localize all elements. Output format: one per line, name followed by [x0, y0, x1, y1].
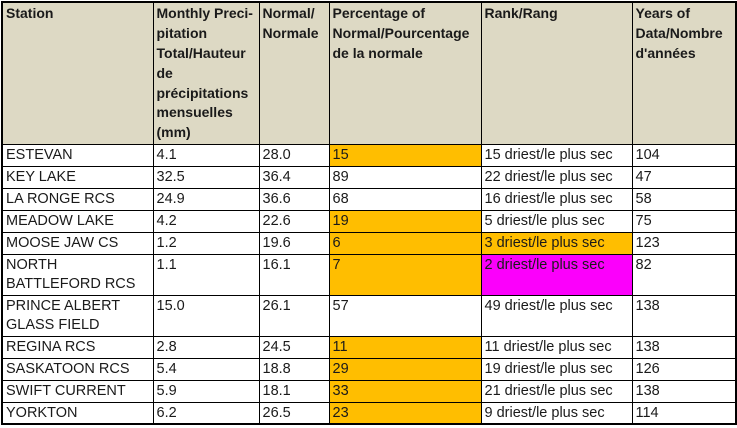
rank-cell: 2 driest/le plus sec [480, 254, 633, 296]
years-cell: 138 [631, 379, 737, 403]
station-cell: PRINCE ALBERT GLASS FIELD [1, 294, 154, 337]
station-cell: ESTEVAN [1, 144, 154, 168]
rank-cell: 3 driest/le plus sec [480, 232, 633, 256]
normal-cell: 36.4 [258, 166, 330, 190]
percent-cell: 19 [328, 210, 482, 234]
percent-cell: 7 [328, 254, 482, 296]
normal-cell: 18.1 [258, 379, 330, 403]
rank-cell: 19 driest/le plus sec [480, 357, 633, 381]
header-normal: Normal/ Normale [258, 1, 330, 146]
monthly-precip-cell: 6.2 [152, 401, 260, 425]
percent-cell: 29 [328, 357, 482, 381]
rank-cell: 21 driest/le plus sec [480, 379, 633, 403]
rank-cell: 16 driest/le plus sec [480, 188, 633, 212]
monthly-precip-cell: 24.9 [152, 188, 260, 212]
normal-cell: 22.6 [258, 210, 330, 234]
table-row: SASKATOON RCS 5.4 18.8 29 19 driest/le plus … [1, 357, 737, 381]
header-years-of-data: Years of Data/Nombre d'années [631, 1, 737, 146]
normal-cell: 18.8 [258, 357, 330, 381]
percent-cell: 68 [328, 188, 482, 212]
rank-cell: 11 driest/le plus sec [480, 335, 633, 359]
monthly-precip-cell: 5.9 [152, 379, 260, 403]
station-cell: SWIFT CURRENT [1, 379, 154, 403]
monthly-precip-cell: 4.2 [152, 210, 260, 234]
station-cell: NORTH BATTLEFORD RCS [1, 254, 154, 296]
station-cell: MOOSE JAW CS [1, 232, 154, 256]
monthly-precip-cell: 32.5 [152, 166, 260, 190]
normal-cell: 26.5 [258, 401, 330, 425]
normal-cell: 19.6 [258, 232, 330, 256]
years-cell: 126 [631, 357, 737, 381]
table-body: ESTEVAN 4.1 28.0 15 15 driest/le plus sec 104… [1, 144, 737, 425]
years-cell: 123 [631, 232, 737, 256]
percent-cell: 89 [328, 166, 482, 190]
table-row: PRINCE ALBERT GLASS FIELD 15.0 26.1 57 49 dr… [1, 294, 737, 337]
header-row: Station Monthly Preci- pitation Total/Ha… [1, 1, 737, 146]
station-cell: SASKATOON RCS [1, 357, 154, 381]
years-cell: 138 [631, 335, 737, 359]
header-percent-of-normal: Percentage of Normal/Pourcentage de la n… [328, 1, 482, 146]
station-cell: MEADOW LAKE [1, 210, 154, 234]
table-row: YORKTON 6.2 26.5 23 9 driest/le plus sec 114 [1, 401, 737, 425]
table-header: Station Monthly Preci- pitation Total/Ha… [1, 1, 737, 146]
table-row: SWIFT CURRENT 5.9 18.1 33 21 driest/le plus … [1, 379, 737, 403]
monthly-precip-cell: 4.1 [152, 144, 260, 168]
table-row: LA RONGE RCS 24.9 36.6 68 16 driest/le plus … [1, 188, 737, 212]
table-row: MOOSE JAW CS 1.2 19.6 6 3 driest/le plus sec… [1, 232, 737, 256]
percent-cell: 15 [328, 144, 482, 168]
station-cell: REGINA RCS [1, 335, 154, 359]
years-cell: 58 [631, 188, 737, 212]
table-row: MEADOW LAKE 4.2 22.6 19 5 driest/le plus sec… [1, 210, 737, 234]
rank-cell: 9 driest/le plus sec [480, 401, 633, 425]
table-row: ESTEVAN 4.1 28.0 15 15 driest/le plus sec 104 [1, 144, 737, 168]
station-cell: YORKTON [1, 401, 154, 425]
years-cell: 75 [631, 210, 737, 234]
rank-cell: 49 driest/le plus sec [480, 294, 633, 337]
table-row: KEY LAKE 32.5 36.4 89 22 driest/le plus sec 4… [1, 166, 737, 190]
percent-cell: 11 [328, 335, 482, 359]
percent-cell: 23 [328, 401, 482, 425]
station-cell: LA RONGE RCS [1, 188, 154, 212]
normal-cell: 26.1 [258, 294, 330, 337]
monthly-precip-cell: 1.1 [152, 254, 260, 296]
normal-cell: 28.0 [258, 144, 330, 168]
monthly-precip-cell: 1.2 [152, 232, 260, 256]
years-cell: 138 [631, 294, 737, 337]
table-row: REGINA RCS 2.8 24.5 11 11 driest/le plus sec… [1, 335, 737, 359]
years-cell: 82 [631, 254, 737, 296]
percent-cell: 57 [328, 294, 482, 337]
rank-cell: 22 driest/le plus sec [480, 166, 633, 190]
rank-cell: 5 driest/le plus sec [480, 210, 633, 234]
monthly-precip-cell: 2.8 [152, 335, 260, 359]
normal-cell: 24.5 [258, 335, 330, 359]
percent-cell: 6 [328, 232, 482, 256]
rank-cell: 15 driest/le plus sec [480, 144, 633, 168]
header-station: Station [1, 1, 154, 146]
station-cell: KEY LAKE [1, 166, 154, 190]
normal-cell: 16.1 [258, 254, 330, 296]
header-rank: Rank/Rang [480, 1, 633, 146]
monthly-precip-cell: 5.4 [152, 357, 260, 381]
normal-cell: 36.6 [258, 188, 330, 212]
percent-cell: 33 [328, 379, 482, 403]
table-row: NORTH BATTLEFORD RCS 1.1 16.1 7 2 driest/le … [1, 254, 737, 296]
years-cell: 47 [631, 166, 737, 190]
monthly-precip-cell: 15.0 [152, 294, 260, 337]
years-cell: 104 [631, 144, 737, 168]
years-cell: 114 [631, 401, 737, 425]
header-monthly-precip: Monthly Preci- pitation Total/Hauteur de… [152, 1, 260, 146]
